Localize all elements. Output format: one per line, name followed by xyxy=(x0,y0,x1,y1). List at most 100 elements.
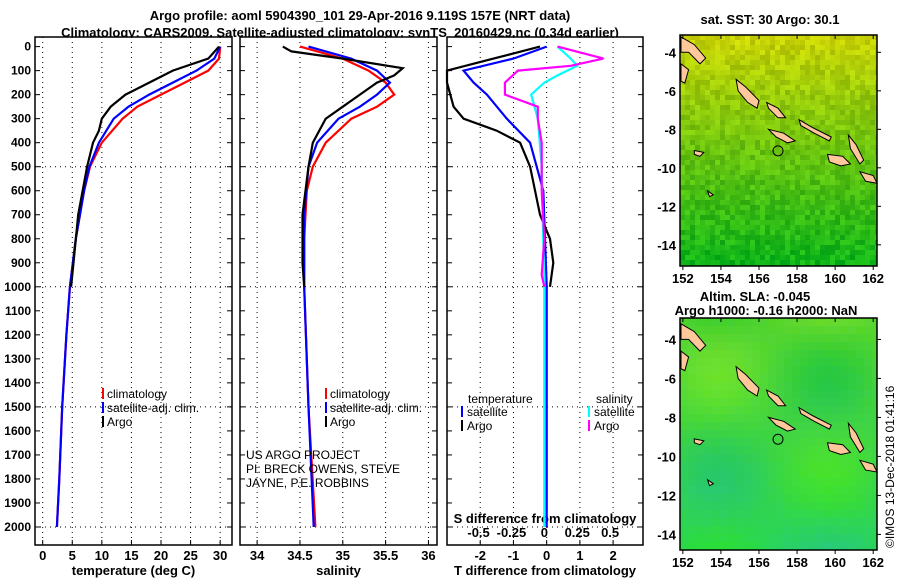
map-cell xyxy=(740,140,745,145)
map-cell xyxy=(685,195,690,200)
map-cell xyxy=(775,120,780,125)
map-cell xyxy=(700,185,705,190)
map-cell xyxy=(816,390,824,398)
x-tick-label: 0 xyxy=(543,548,550,563)
map-cell xyxy=(856,350,864,358)
map-cell xyxy=(864,502,872,510)
map-cell xyxy=(710,35,715,40)
map-cell xyxy=(740,65,745,70)
map-cell xyxy=(745,205,750,210)
map-cell xyxy=(850,180,855,185)
y-tick-label: 100 xyxy=(11,64,31,78)
map-cell xyxy=(745,35,750,40)
map-cell xyxy=(755,185,760,190)
map-cell xyxy=(755,250,760,255)
credit-line2: PI: BRECK OWENS, STEVE JAYNE, P.E. ROBBI… xyxy=(246,462,401,490)
map-cell xyxy=(825,175,830,180)
map-cell xyxy=(736,446,744,454)
map-cell xyxy=(855,225,860,230)
map-cell xyxy=(800,95,805,100)
map-cell xyxy=(824,342,832,350)
map-cell xyxy=(695,195,700,200)
map-cell xyxy=(770,100,775,105)
map-cell xyxy=(805,205,810,210)
map-cell xyxy=(700,220,705,225)
map-cell xyxy=(695,100,700,105)
map-cell xyxy=(870,230,875,235)
map-cell xyxy=(870,95,875,100)
map-cell xyxy=(680,90,685,95)
map-cell xyxy=(760,110,765,115)
map-cell xyxy=(784,462,792,470)
map-cell xyxy=(805,220,810,225)
map-cell xyxy=(840,255,845,260)
map-cell xyxy=(800,430,808,438)
map-cell xyxy=(840,350,848,358)
map-cell xyxy=(780,120,785,125)
map-cell xyxy=(752,478,760,486)
map-cell xyxy=(864,342,872,350)
map-cell xyxy=(710,255,715,260)
map-cell xyxy=(760,90,765,95)
map-cell xyxy=(755,170,760,175)
map-cell xyxy=(792,374,800,382)
map-cell xyxy=(725,110,730,115)
x-tick-label: 30 xyxy=(213,548,227,563)
map-cell xyxy=(695,95,700,100)
map-cell xyxy=(865,220,870,225)
map-cell xyxy=(688,342,696,350)
map-cell xyxy=(816,462,824,470)
map-cell xyxy=(750,175,755,180)
map-cell xyxy=(725,85,730,90)
map-cell xyxy=(810,60,815,65)
map-cell xyxy=(810,90,815,95)
map-cell xyxy=(740,205,745,210)
map-cell xyxy=(768,478,776,486)
map-cell xyxy=(835,165,840,170)
map-cell xyxy=(872,382,877,390)
map-cell xyxy=(840,75,845,80)
map-cell xyxy=(720,462,728,470)
map-cell xyxy=(780,100,785,105)
map-cell xyxy=(695,105,700,110)
map-cell xyxy=(872,430,877,438)
map-cell xyxy=(865,45,870,50)
map-cell xyxy=(715,155,720,160)
map-cell xyxy=(848,494,856,502)
map-cell xyxy=(805,190,810,195)
map-cell xyxy=(770,175,775,180)
map-cell xyxy=(800,390,808,398)
map-cell xyxy=(815,220,820,225)
map-cell xyxy=(685,200,690,205)
map-cell xyxy=(705,140,710,145)
map-cell xyxy=(765,220,770,225)
map-cell xyxy=(792,414,800,422)
map-cell xyxy=(815,135,820,140)
map-cell xyxy=(870,40,875,45)
map-cell xyxy=(865,245,870,250)
map-cell xyxy=(848,486,856,494)
map-cell xyxy=(740,170,745,175)
map-cell xyxy=(730,60,735,65)
map-cell xyxy=(685,175,690,180)
map-cell xyxy=(830,50,835,55)
map-cell xyxy=(696,542,704,550)
map-cell xyxy=(720,95,725,100)
map-cell xyxy=(768,510,776,518)
map-cell xyxy=(730,110,735,115)
map-cell xyxy=(715,105,720,110)
map-cell xyxy=(850,205,855,210)
map-cell xyxy=(755,130,760,135)
map-cell xyxy=(712,390,720,398)
map-cell xyxy=(690,90,695,95)
map-cell xyxy=(695,60,700,65)
map-cell xyxy=(820,50,825,55)
map-cell xyxy=(840,486,848,494)
map-cell xyxy=(704,414,712,422)
map-cell xyxy=(730,175,735,180)
map-cell xyxy=(704,366,712,374)
map-cell xyxy=(808,470,816,478)
map-cell xyxy=(820,55,825,60)
map-cell xyxy=(875,160,877,165)
map-cell xyxy=(808,382,816,390)
